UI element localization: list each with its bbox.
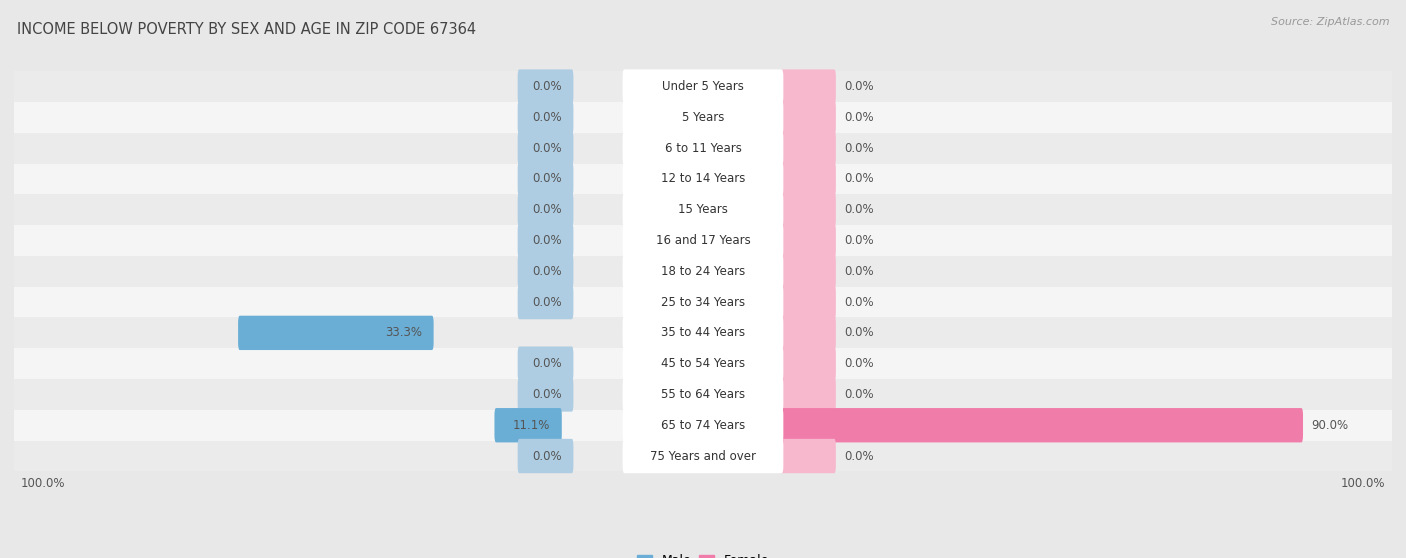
Text: 0.0%: 0.0% [533, 388, 562, 401]
FancyBboxPatch shape [623, 285, 783, 319]
Text: 0.0%: 0.0% [533, 80, 562, 93]
FancyBboxPatch shape [780, 100, 835, 134]
Text: 55 to 64 Years: 55 to 64 Years [661, 388, 745, 401]
Bar [14, 194, 1392, 225]
FancyBboxPatch shape [517, 193, 574, 227]
Text: Under 5 Years: Under 5 Years [662, 80, 744, 93]
Text: 18 to 24 Years: 18 to 24 Years [661, 265, 745, 278]
Text: 0.0%: 0.0% [533, 203, 562, 217]
FancyBboxPatch shape [780, 377, 835, 412]
Legend: Male, Female: Male, Female [637, 555, 769, 558]
Bar [14, 379, 1392, 410]
Text: 0.0%: 0.0% [844, 450, 873, 463]
Text: 33.3%: 33.3% [385, 326, 422, 339]
Text: 65 to 74 Years: 65 to 74 Years [661, 418, 745, 432]
FancyBboxPatch shape [623, 162, 783, 196]
Bar [14, 71, 1392, 102]
Text: INCOME BELOW POVERTY BY SEX AND AGE IN ZIP CODE 67364: INCOME BELOW POVERTY BY SEX AND AGE IN Z… [17, 22, 477, 37]
Text: 0.0%: 0.0% [533, 357, 562, 370]
Text: 16 and 17 Years: 16 and 17 Years [655, 234, 751, 247]
Bar [14, 410, 1392, 441]
Text: 100.0%: 100.0% [21, 477, 65, 490]
FancyBboxPatch shape [517, 439, 574, 473]
FancyBboxPatch shape [780, 69, 835, 104]
Text: 0.0%: 0.0% [533, 172, 562, 185]
FancyBboxPatch shape [623, 408, 783, 442]
FancyBboxPatch shape [517, 377, 574, 412]
Text: 0.0%: 0.0% [533, 450, 562, 463]
Text: 35 to 44 Years: 35 to 44 Years [661, 326, 745, 339]
Text: 0.0%: 0.0% [533, 265, 562, 278]
Bar [14, 348, 1392, 379]
Text: 0.0%: 0.0% [533, 296, 562, 309]
Text: 0.0%: 0.0% [844, 172, 873, 185]
FancyBboxPatch shape [517, 347, 574, 381]
Text: 75 Years and over: 75 Years and over [650, 450, 756, 463]
FancyBboxPatch shape [623, 347, 783, 381]
Bar [14, 287, 1392, 318]
Text: 0.0%: 0.0% [844, 234, 873, 247]
Text: 90.0%: 90.0% [1312, 418, 1348, 432]
Text: 0.0%: 0.0% [533, 111, 562, 124]
Text: 0.0%: 0.0% [844, 80, 873, 93]
FancyBboxPatch shape [517, 223, 574, 258]
Bar [14, 102, 1392, 133]
Text: 0.0%: 0.0% [844, 142, 873, 155]
Text: 0.0%: 0.0% [844, 265, 873, 278]
Text: 5 Years: 5 Years [682, 111, 724, 124]
Bar [14, 256, 1392, 287]
FancyBboxPatch shape [623, 254, 783, 288]
Text: Source: ZipAtlas.com: Source: ZipAtlas.com [1271, 17, 1389, 27]
Bar [14, 441, 1392, 472]
FancyBboxPatch shape [780, 131, 835, 165]
FancyBboxPatch shape [623, 439, 783, 473]
FancyBboxPatch shape [623, 223, 783, 258]
FancyBboxPatch shape [517, 100, 574, 134]
FancyBboxPatch shape [780, 316, 835, 350]
Text: 0.0%: 0.0% [844, 111, 873, 124]
FancyBboxPatch shape [623, 377, 783, 412]
Bar [14, 163, 1392, 194]
Bar [14, 133, 1392, 163]
FancyBboxPatch shape [623, 316, 783, 350]
FancyBboxPatch shape [780, 223, 835, 258]
Text: 0.0%: 0.0% [844, 357, 873, 370]
Text: 12 to 14 Years: 12 to 14 Years [661, 172, 745, 185]
FancyBboxPatch shape [517, 285, 574, 319]
FancyBboxPatch shape [517, 162, 574, 196]
FancyBboxPatch shape [780, 254, 835, 288]
FancyBboxPatch shape [517, 254, 574, 288]
Text: 11.1%: 11.1% [513, 418, 550, 432]
Text: 100.0%: 100.0% [1341, 477, 1385, 490]
Text: 45 to 54 Years: 45 to 54 Years [661, 357, 745, 370]
Text: 0.0%: 0.0% [844, 388, 873, 401]
FancyBboxPatch shape [623, 69, 783, 104]
FancyBboxPatch shape [623, 131, 783, 165]
FancyBboxPatch shape [780, 347, 835, 381]
Text: 0.0%: 0.0% [533, 142, 562, 155]
Text: 0.0%: 0.0% [844, 296, 873, 309]
Bar [14, 225, 1392, 256]
FancyBboxPatch shape [517, 69, 574, 104]
FancyBboxPatch shape [780, 285, 835, 319]
Text: 15 Years: 15 Years [678, 203, 728, 217]
FancyBboxPatch shape [780, 193, 835, 227]
FancyBboxPatch shape [780, 162, 835, 196]
FancyBboxPatch shape [623, 193, 783, 227]
Text: 0.0%: 0.0% [844, 326, 873, 339]
Bar [14, 318, 1392, 348]
Text: 0.0%: 0.0% [533, 234, 562, 247]
FancyBboxPatch shape [238, 316, 433, 350]
FancyBboxPatch shape [495, 408, 562, 442]
FancyBboxPatch shape [517, 131, 574, 165]
Text: 6 to 11 Years: 6 to 11 Years [665, 142, 741, 155]
FancyBboxPatch shape [623, 100, 783, 134]
FancyBboxPatch shape [780, 439, 835, 473]
Text: 0.0%: 0.0% [844, 203, 873, 217]
FancyBboxPatch shape [780, 408, 1303, 442]
Text: 25 to 34 Years: 25 to 34 Years [661, 296, 745, 309]
